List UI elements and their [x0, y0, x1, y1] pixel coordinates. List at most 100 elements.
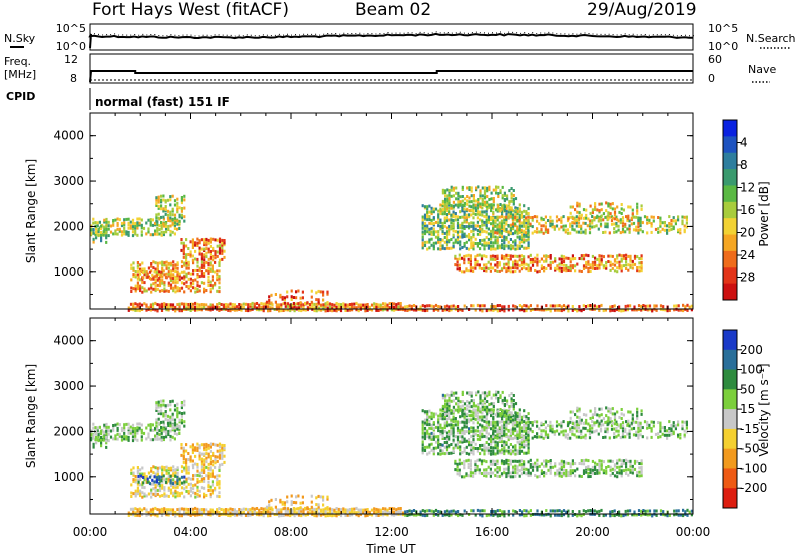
velocity-cell: [150, 482, 153, 486]
velocity-cell: [423, 432, 427, 435]
power-cell: [477, 185, 480, 189]
power-cell: [478, 266, 481, 270]
velocity-cell: [475, 404, 478, 408]
velocity-cell: [160, 405, 163, 409]
power-cell: [157, 195, 160, 199]
power-cell: [481, 186, 484, 190]
power-cell: [112, 219, 115, 222]
power-cell: [432, 247, 435, 251]
power-cell: [196, 302, 199, 306]
velocity-cell: [149, 428, 152, 432]
velocity-cell: [567, 461, 570, 465]
power-cell: [448, 206, 451, 210]
power-cell: [630, 222, 633, 226]
velocity-cell: [430, 411, 433, 415]
power-ytick-label: 1000: [53, 265, 84, 279]
velocity-cell: [149, 423, 152, 427]
power-cell: [278, 305, 281, 309]
power-cell: [525, 234, 528, 238]
power-cell: [577, 230, 581, 234]
velocity-cell: [472, 438, 475, 442]
velocity-cell: [317, 511, 320, 515]
power-cell: [610, 219, 614, 223]
velocity-cell: [560, 459, 563, 463]
velocity-cell: [661, 426, 664, 430]
velocity-cell: [459, 431, 462, 435]
power-cell: [432, 207, 435, 211]
power-cell: [180, 201, 183, 205]
velocity-cell: [165, 435, 168, 439]
power-cell: [205, 289, 208, 292]
power-cell: [421, 218, 424, 222]
velocity-cell: [178, 483, 181, 487]
power-cell: [593, 218, 596, 222]
power-cell: [516, 206, 519, 210]
power-cell: [280, 309, 283, 313]
velocity-cell: [207, 484, 210, 488]
power-cell: [116, 217, 119, 221]
velocity-cell: [439, 423, 442, 427]
power-cell: [672, 227, 675, 231]
velocity-cell: [322, 495, 325, 499]
power-cell: [454, 254, 457, 258]
power-cell: [223, 241, 226, 245]
power-cell: [463, 304, 466, 308]
power-cell: [587, 260, 590, 264]
power-cell: [452, 225, 455, 228]
velocity-cell: [459, 415, 462, 419]
power-cell: [187, 285, 190, 288]
power-cell: [554, 259, 557, 263]
power-cell: [648, 308, 652, 312]
velocity-cell: [512, 407, 515, 411]
power-cell: [496, 263, 499, 267]
velocity-cell: [597, 432, 600, 436]
velocity-cell: [189, 455, 192, 459]
velocity-cell: [441, 393, 444, 397]
velocity-cell: [172, 468, 175, 472]
velocity-cell: [507, 474, 510, 478]
power-cell: [594, 260, 597, 264]
power-cell: [514, 259, 517, 263]
velocity-cell: [509, 431, 512, 435]
power-cell: [310, 295, 313, 299]
power-cell: [194, 243, 197, 247]
power-cell: [527, 255, 530, 259]
power-cell: [613, 263, 617, 267]
velocity-cell: [290, 500, 293, 504]
velocity-cell: [98, 438, 101, 442]
velocity-cell: [551, 427, 554, 431]
velocity-cell: [544, 426, 547, 430]
power-cell: [496, 231, 499, 235]
velocity-cell: [326, 495, 329, 499]
velocity-cell: [120, 435, 124, 439]
power-cell: [677, 228, 680, 232]
velocity-cell: [160, 431, 163, 435]
power-cell: [516, 219, 519, 223]
power-ytick-label: 2000: [53, 219, 84, 233]
velocity-cell: [200, 462, 203, 466]
velocity-cell: [207, 474, 210, 478]
velocity-cell: [621, 421, 625, 425]
velocity-cell: [151, 478, 154, 482]
velocity-cell: [571, 462, 574, 466]
velocity-cell: [178, 507, 181, 511]
velocity-cell: [253, 507, 256, 511]
velocity-cell: [613, 435, 616, 439]
velocity-cell: [160, 412, 163, 416]
velocity-cell: [450, 451, 453, 455]
velocity-cell: [185, 485, 188, 489]
power-cell: [326, 306, 329, 310]
velocity-cell: [458, 473, 461, 477]
velocity-cell: [479, 423, 482, 427]
power-cell: [439, 238, 442, 241]
power-cell: [672, 216, 675, 220]
velocity-cell: [498, 420, 501, 424]
velocity-cell: [134, 434, 137, 438]
power-cell: [131, 225, 135, 229]
velocity-cell: [216, 510, 219, 514]
power-cell: [448, 227, 451, 231]
velocity-cell: [160, 429, 163, 432]
velocity-cell: [207, 513, 210, 517]
velocity-cell: [143, 475, 146, 479]
power-cell: [461, 203, 464, 207]
